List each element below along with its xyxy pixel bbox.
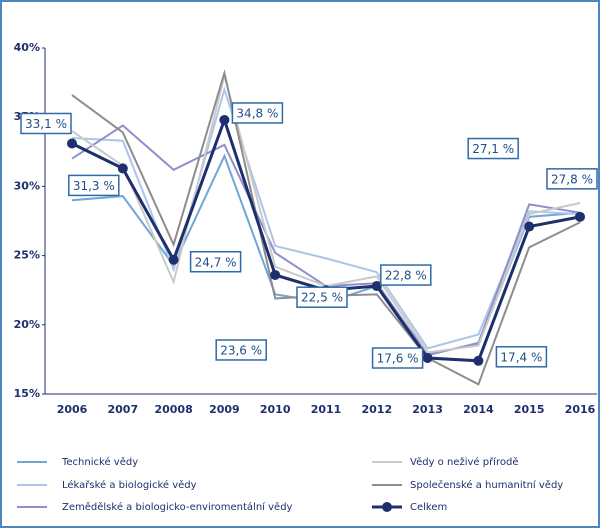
value-label-box (296, 286, 348, 308)
legend-marker (382, 502, 392, 512)
point (219, 114, 230, 125)
x-tick-label: 2009 (209, 403, 240, 416)
value-label: 17,4 % (500, 350, 542, 364)
value-label-box (68, 174, 120, 197)
point (473, 355, 484, 366)
y-tick-label: 25% (14, 249, 40, 262)
x-tick-label: 2010 (260, 403, 291, 416)
x-tick-label: 2012 (361, 403, 392, 416)
y-tick-label: 20% (14, 318, 40, 331)
x-tick-label: 2006 (57, 403, 88, 416)
value-label: 23,6 % (220, 343, 262, 357)
value-label: 31,3 % (73, 179, 115, 193)
value-label: 27,1 % (472, 142, 514, 156)
x-tick-label: 20008 (154, 403, 192, 416)
legend-label: Celkem (410, 502, 447, 513)
value-label: 24,7 % (195, 255, 237, 269)
y-tick-label: 15% (14, 387, 40, 400)
value-label-box (215, 339, 267, 361)
legend-label: Technické vědy (61, 456, 138, 468)
value-label-box (231, 102, 284, 124)
value-label: 22,5 % (301, 291, 343, 305)
x-tick-label: 2016 (565, 403, 596, 416)
x-tick-label: 2014 (463, 403, 494, 416)
y-tick-label: 30% (14, 179, 40, 192)
value-label-box (380, 264, 432, 286)
legend-label: Vědy o neživé přírodě (410, 456, 518, 468)
value-label-box (546, 168, 598, 190)
value-label: 34,8 % (236, 106, 278, 120)
legend-label: Společenské a humanitní vědy (410, 479, 563, 491)
value-label-box (189, 251, 242, 273)
point (270, 269, 281, 280)
point (422, 353, 433, 364)
legend-label: Lékařské a biologické vědy (62, 479, 197, 491)
point (168, 254, 179, 265)
x-tick-label: 2015 (514, 403, 545, 416)
value-label-box (371, 347, 424, 369)
x-tick-label: 2011 (311, 403, 342, 416)
value-label: 27,8 % (551, 172, 593, 186)
value-label: 33,1 % (25, 117, 67, 131)
value-label: 17,6 % (377, 352, 419, 366)
point (67, 138, 77, 149)
value-label-box (495, 346, 548, 368)
point (371, 281, 382, 292)
value-label: 22,8 % (385, 269, 427, 283)
x-tick-label: 2007 (107, 403, 138, 416)
value-label-box (467, 137, 519, 160)
x-tick-label: 2013 (412, 403, 443, 416)
point (575, 211, 585, 222)
point (524, 221, 535, 232)
value-label-box (20, 112, 72, 135)
legend-label: Zemědělské a biologicko-enviromentální v… (62, 501, 293, 513)
point (117, 163, 128, 174)
y-tick-label: 40% (14, 41, 40, 54)
